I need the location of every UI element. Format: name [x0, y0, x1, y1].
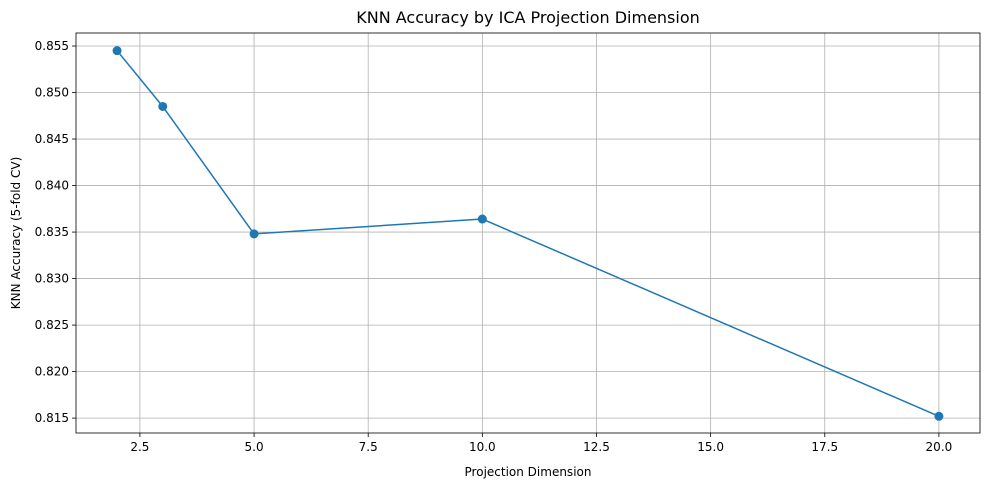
y-tick-label: 0.850	[35, 86, 69, 100]
data-point	[934, 411, 944, 421]
data-point	[249, 229, 259, 239]
data-point	[477, 214, 487, 224]
y-tick-label: 0.820	[35, 365, 69, 379]
series-line	[116, 50, 940, 417]
series-layer	[112, 46, 944, 421]
x-tick-label: 2.5	[130, 440, 149, 454]
x-tick-label: 5.0	[245, 440, 264, 454]
y-tick-label: 0.825	[35, 318, 69, 332]
x-tick-label: 15.0	[697, 440, 724, 454]
x-axis-label: Projection Dimension	[465, 465, 592, 479]
x-tick-label: 20.0	[926, 440, 953, 454]
y-tick-label: 0.855	[35, 39, 69, 53]
y-tick-label: 0.815	[35, 411, 69, 425]
x-tick-label: 10.0	[469, 440, 496, 454]
x-tick-label: 17.5	[811, 440, 838, 454]
grid-layer	[76, 33, 980, 433]
tick-layer: 2.5 5.0 7.5 10.0 12.5 15.0 17.5 20.0 0.815 0.820 0…	[35, 39, 953, 454]
x-tick-label: 7.5	[359, 440, 378, 454]
data-point	[112, 46, 122, 56]
plot-area-frame	[75, 32, 981, 434]
x-tick-label: 12.5	[583, 440, 610, 454]
y-tick-label: 0.835	[35, 225, 69, 239]
y-tick-label: 0.830	[35, 272, 69, 286]
y-tick-label: 0.840	[35, 179, 69, 193]
y-axis-label: KNN Accuracy (5-fold CV)	[9, 157, 23, 309]
data-point	[158, 101, 168, 111]
chart-title: KNN Accuracy by ICA Projection Dimension	[356, 8, 700, 27]
y-tick-label: 0.845	[35, 132, 69, 146]
